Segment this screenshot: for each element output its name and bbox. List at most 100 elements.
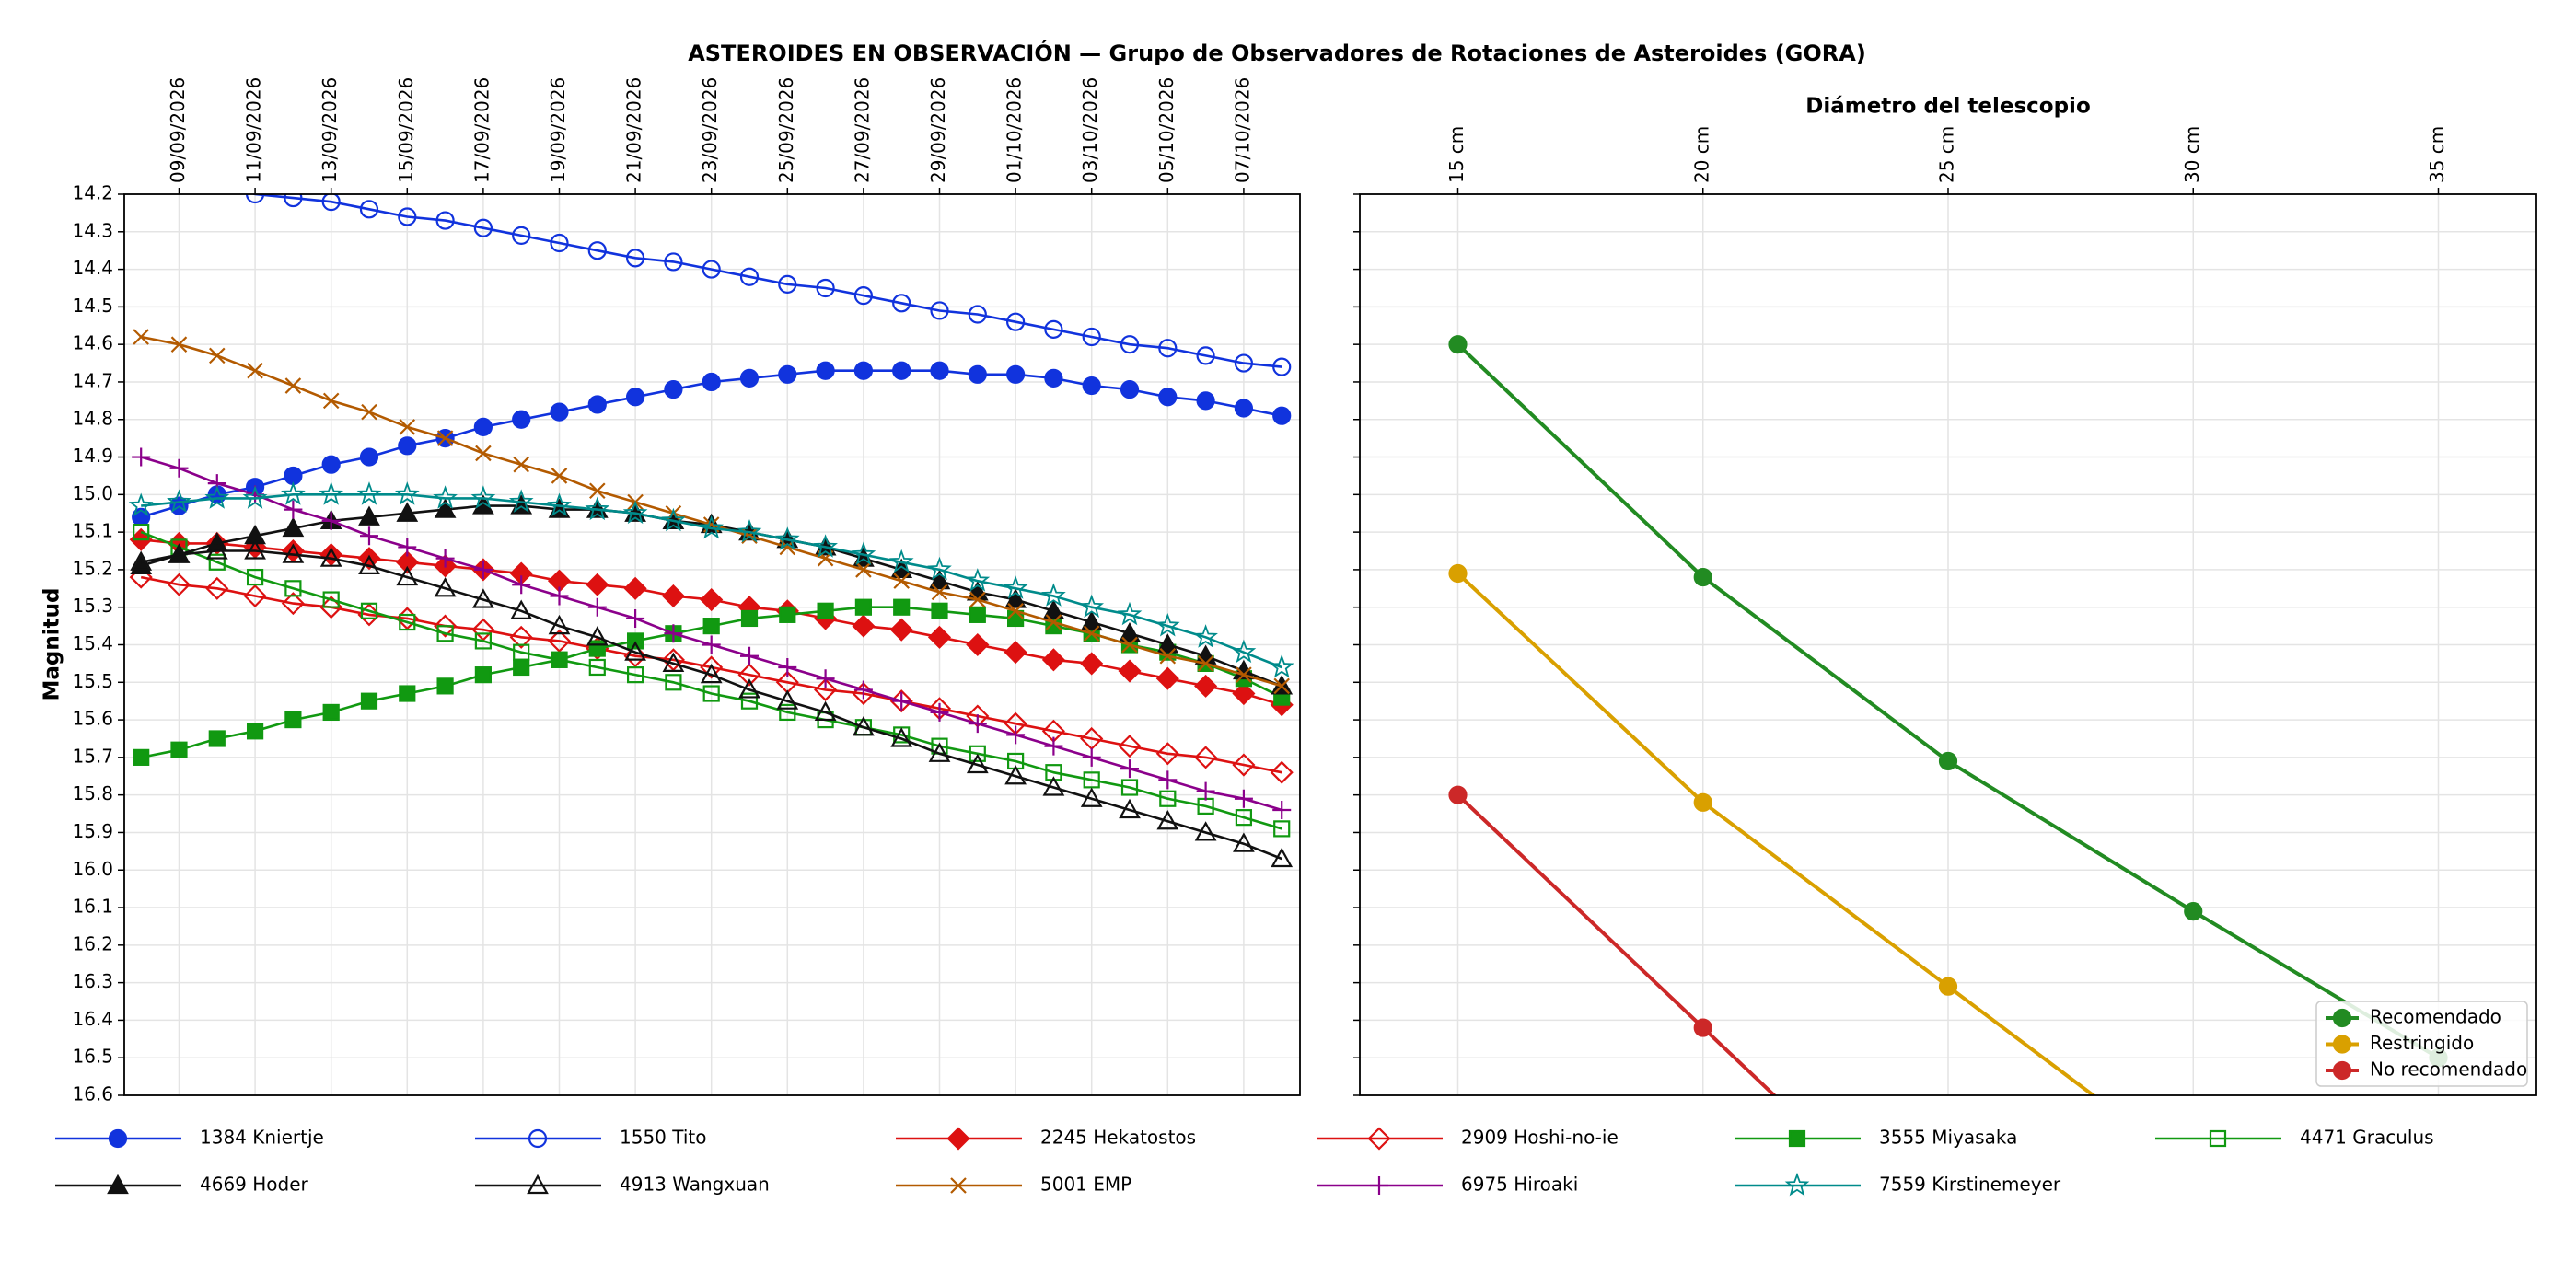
marker xyxy=(1272,357,1292,376)
marker xyxy=(128,492,154,517)
x-tick-label: 29/09/2026 xyxy=(927,77,949,183)
marker xyxy=(1006,725,1026,745)
marker xyxy=(1159,647,1177,665)
y-tick-label: 15.1 xyxy=(72,520,113,542)
marker xyxy=(892,294,911,313)
marker xyxy=(738,678,760,699)
series-line xyxy=(140,549,1282,861)
marker xyxy=(852,614,876,638)
marker xyxy=(664,380,683,399)
marker xyxy=(1080,610,1103,631)
x-tick-label: 20 cm xyxy=(1690,126,1712,183)
y-tick-label: 16.1 xyxy=(72,896,113,918)
marker xyxy=(1940,1252,1956,1268)
y-axis-label: Magnitud xyxy=(41,588,64,701)
marker xyxy=(396,502,419,522)
marker xyxy=(1004,588,1027,608)
legend-label: No recomendado xyxy=(2370,1058,2527,1081)
marker xyxy=(661,507,686,532)
y-tick-label: 15.4 xyxy=(72,632,113,654)
marker xyxy=(1273,677,1290,695)
marker xyxy=(1155,666,1179,690)
marker xyxy=(436,430,454,446)
marker xyxy=(133,156,149,172)
marker xyxy=(1236,666,1252,683)
marker xyxy=(1156,809,1179,830)
marker xyxy=(1938,977,1958,996)
marker xyxy=(284,500,303,519)
marker xyxy=(1044,368,1063,388)
marker xyxy=(622,500,648,525)
y-tick-label: 14.8 xyxy=(72,407,113,429)
marker xyxy=(170,741,188,758)
y-tick-label: 16.5 xyxy=(72,1046,113,1068)
marker xyxy=(1156,633,1179,654)
marker xyxy=(700,587,724,612)
x-tick-label: 13/09/2026 xyxy=(319,77,341,183)
marker xyxy=(1006,312,1026,331)
marker xyxy=(664,624,683,643)
marker xyxy=(282,543,305,563)
legend-label: Recomendado xyxy=(2370,1006,2501,1028)
marker xyxy=(1083,625,1100,642)
marker xyxy=(550,586,569,606)
marker xyxy=(739,267,760,286)
marker xyxy=(816,669,835,688)
marker xyxy=(322,591,340,608)
marker xyxy=(281,481,306,505)
legend-box xyxy=(2315,1001,2528,1087)
chart-title: ASTEROIDES EN OBSERVACIÓN — Grupo de Obs… xyxy=(688,39,1866,66)
legend-label: 7559 Kirstinemeyer xyxy=(1879,1174,2061,1196)
marker xyxy=(108,1128,128,1149)
marker xyxy=(586,573,609,596)
marker xyxy=(1234,353,1254,373)
marker xyxy=(436,677,454,695)
marker xyxy=(209,175,226,191)
series-line xyxy=(250,194,1282,368)
marker xyxy=(130,550,153,571)
marker xyxy=(1693,792,1712,812)
y-tick-label: 14.4 xyxy=(72,257,113,279)
y-tick-label: 16.3 xyxy=(72,970,113,992)
marker xyxy=(435,211,455,230)
marker xyxy=(1272,800,1292,819)
marker xyxy=(702,618,720,635)
x-tick-label: 27/09/2026 xyxy=(851,77,873,183)
marker xyxy=(434,577,457,597)
x-tick-label: 15 cm xyxy=(1445,126,1468,183)
marker xyxy=(321,455,341,474)
marker xyxy=(1232,753,1256,777)
marker xyxy=(665,504,682,522)
marker xyxy=(1196,781,1215,801)
marker xyxy=(968,364,987,384)
marker xyxy=(700,663,723,684)
marker xyxy=(814,700,837,722)
legend-label: 3555 Miyasaka xyxy=(1879,1127,2017,1149)
marker xyxy=(319,547,342,567)
marker xyxy=(1269,654,1294,678)
axes-frame xyxy=(123,193,1301,1096)
marker xyxy=(169,458,189,478)
marker xyxy=(774,526,800,550)
y-tick-label: 15.8 xyxy=(72,782,113,804)
marker xyxy=(779,703,796,722)
y-tick-label: 14.9 xyxy=(72,445,113,467)
marker xyxy=(778,274,797,294)
x-tick-label: 25/09/2026 xyxy=(775,77,797,183)
marker xyxy=(472,588,494,608)
plot-area xyxy=(128,156,1294,868)
marker xyxy=(624,641,646,661)
marker xyxy=(1788,1129,1806,1148)
marker xyxy=(1448,785,1468,804)
marker xyxy=(851,541,876,565)
marker xyxy=(1007,603,1024,619)
marker xyxy=(322,392,340,410)
marker xyxy=(474,632,492,650)
marker xyxy=(893,598,911,616)
y-tick-label: 15.6 xyxy=(72,708,113,730)
y-tick-label: 16.2 xyxy=(72,932,113,954)
marker xyxy=(1082,747,1101,767)
marker xyxy=(817,602,834,619)
marker xyxy=(699,515,725,539)
marker xyxy=(813,534,838,558)
